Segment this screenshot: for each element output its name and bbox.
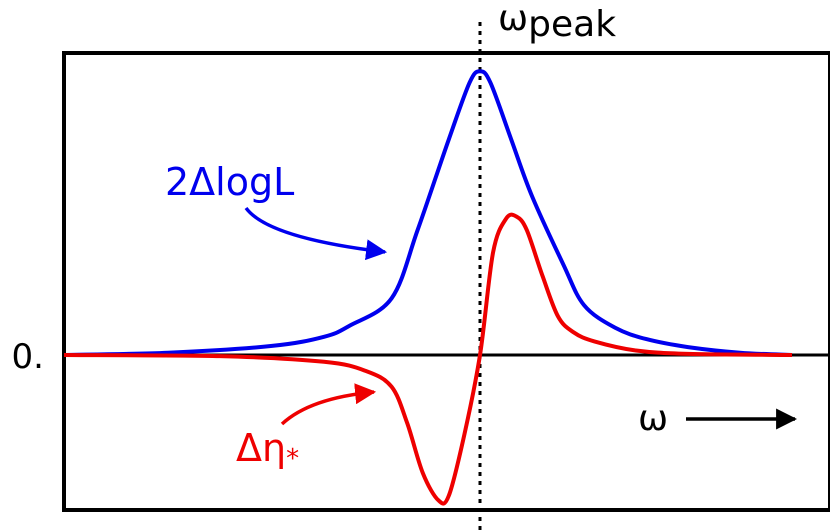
- annotation-arrow-2dlogl: [244, 206, 388, 261]
- peak-label-sub: peak: [528, 4, 616, 45]
- series-line-2dlogl: [63, 69, 793, 357]
- plot-frame: [62, 51, 830, 512]
- y-tick-zero: 0.: [12, 337, 44, 377]
- x-axis-label: ω: [638, 398, 668, 439]
- annotation-arrow-deta: [280, 383, 377, 426]
- peak-label-main: ω: [498, 0, 528, 39]
- series-line-deta: [63, 212, 793, 506]
- peak-label: ωpeak: [498, 0, 616, 45]
- annotation-deta-main: Δη: [236, 426, 286, 470]
- annotation-deta: Δη*: [236, 426, 299, 474]
- annotation-2dlogl: 2ΔlogL: [165, 160, 294, 204]
- annotation-deta-sub: *: [286, 444, 299, 474]
